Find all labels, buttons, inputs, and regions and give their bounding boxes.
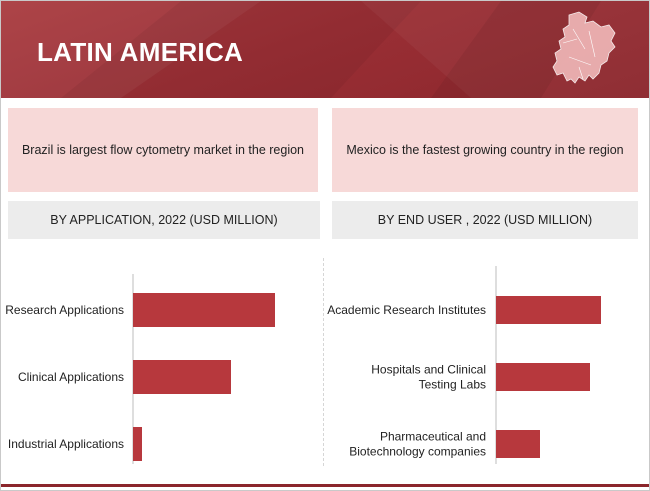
right-highlight-text: Mexico is the fastest growing country in… (346, 143, 624, 157)
category-label: Research Applications (5, 303, 124, 317)
bar (496, 363, 590, 391)
category-label: Pharmaceutical and Biotechnology companie… (349, 430, 486, 459)
category-label: Academic Research Institutes (327, 303, 486, 317)
page-title: LATIN AMERICA (37, 37, 244, 67)
chart-divider (323, 258, 324, 466)
bar (133, 427, 142, 461)
left-chart-title: BY APPLICATION, 2022 (USD MILLION) (50, 213, 278, 227)
application-bar-chart: Research Applications Clinical Applicatio… (5, 274, 275, 464)
right-chart: Academic Research Institutes Hospitals an… (325, 258, 647, 473)
left-chart-header: BY APPLICATION, 2022 (USD MILLION) (8, 201, 320, 239)
bar (496, 296, 601, 324)
left-chart: Research Applications Clinical Applicatio… (0, 258, 323, 473)
bottom-accent-line (1, 484, 649, 487)
category-label: Clinical Applications (18, 370, 124, 384)
right-chart-title: BY END USER , 2022 (USD MILLION) (377, 213, 593, 227)
end-user-bar-chart: Academic Research Institutes Hospitals an… (327, 266, 601, 464)
bar (133, 360, 231, 394)
right-highlight-card: Mexico is the fastest growing country in… (332, 108, 638, 192)
header-banner: LATIN AMERICA (1, 1, 649, 98)
latin-america-map-icon (552, 11, 616, 84)
left-highlight-card: Brazil is largest flow cytometry market … (8, 108, 318, 192)
bar (133, 293, 275, 327)
right-chart-header: BY END USER , 2022 (USD MILLION) (332, 201, 638, 239)
category-label: Industrial Applications (8, 437, 124, 451)
bar (496, 430, 540, 458)
category-label: Hospitals and Clinical Testing Labs (371, 363, 486, 392)
left-highlight-text: Brazil is largest flow cytometry market … (21, 143, 305, 157)
